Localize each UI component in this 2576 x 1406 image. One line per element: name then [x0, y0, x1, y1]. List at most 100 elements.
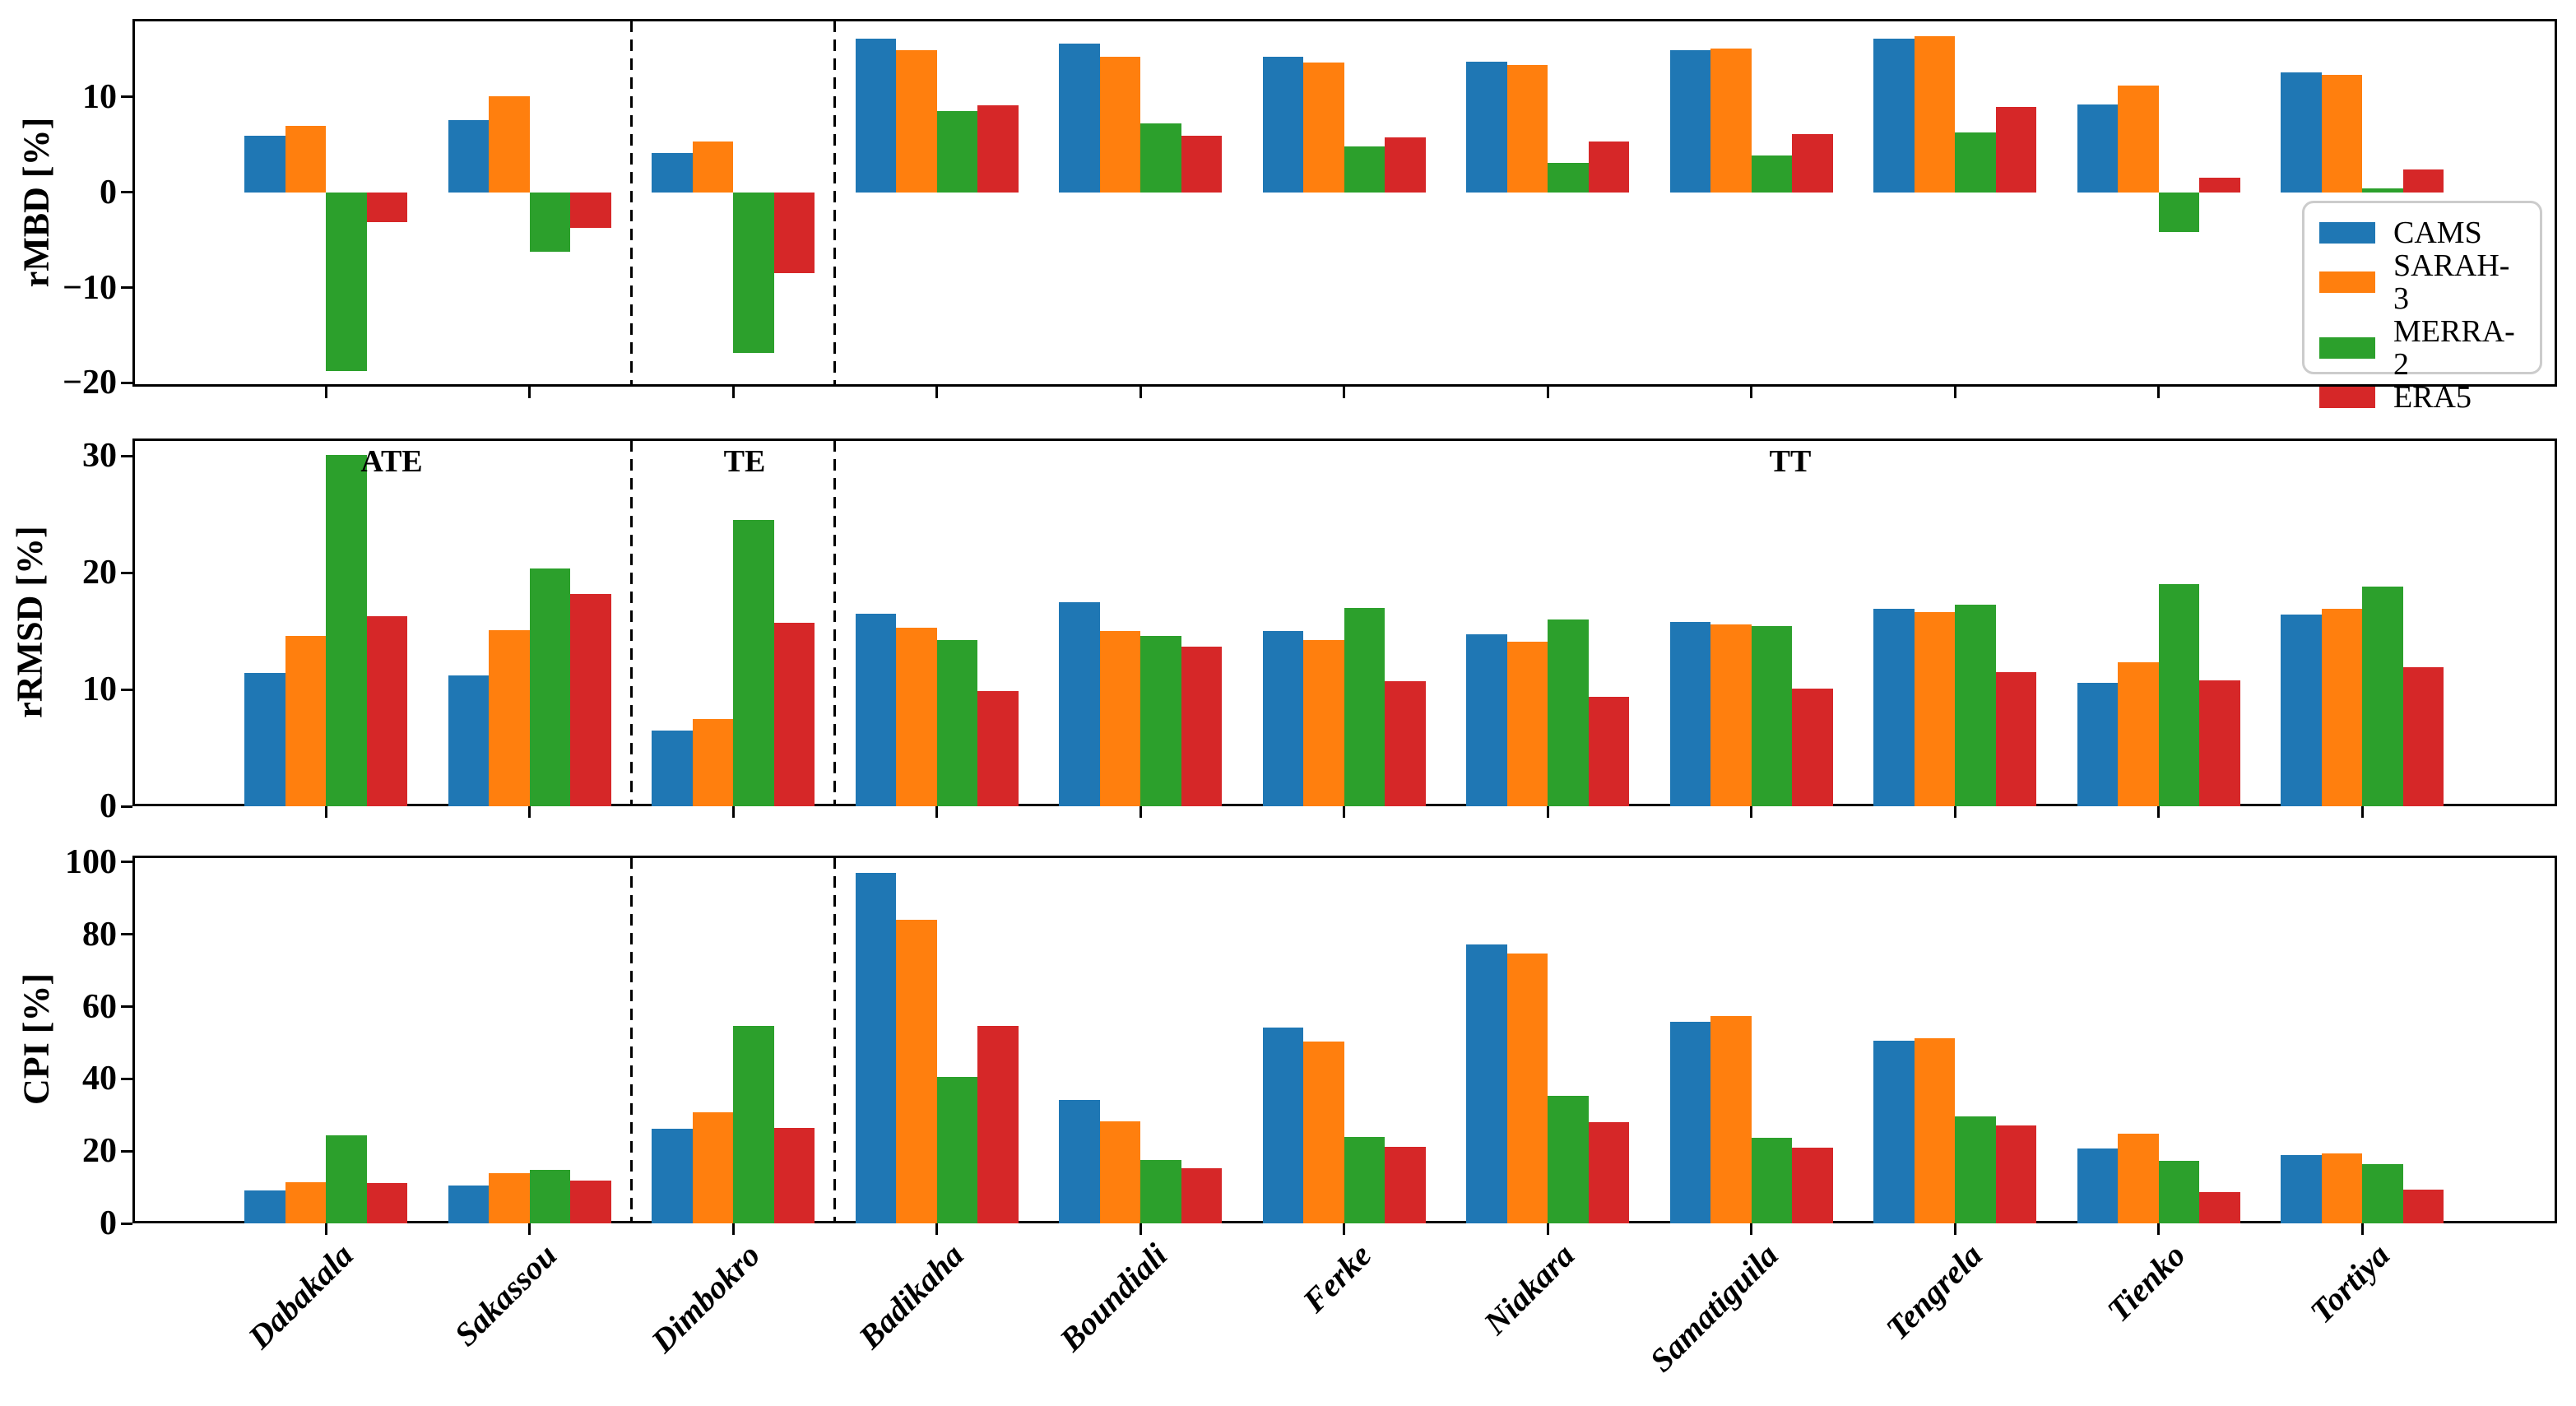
bar-rMBD-ERA5 — [1385, 137, 1426, 193]
x-tick-mark — [935, 806, 938, 818]
legend-swatch-sarah-3 — [2319, 271, 2375, 293]
x-tick-mark — [1953, 387, 1956, 398]
x-tick-mark — [1546, 387, 1549, 398]
bar-CPI-MERRA-2 — [529, 1169, 570, 1223]
bar-rMBD-SARAH-3 — [489, 95, 530, 193]
bar-rRMSD-ERA5 — [366, 615, 407, 806]
region-separator-line — [833, 21, 837, 385]
bar-rRMSD-CAMS — [1669, 621, 1710, 806]
bar-rRMSD-MERRA-2 — [1344, 607, 1385, 806]
bar-rMBD-CAMS — [855, 39, 896, 193]
bar-CPI-SARAH-3 — [1710, 1015, 1752, 1223]
x-tick-mark — [2157, 1223, 2160, 1235]
bar-rRMSD-ERA5 — [2402, 667, 2444, 806]
y-tick-mark — [121, 454, 132, 457]
x-tick-mark — [2360, 1223, 2364, 1235]
legend-label: ERA5 — [2393, 380, 2472, 415]
bar-CPI-MERRA-2 — [1140, 1159, 1181, 1223]
region-label-te: TE — [723, 444, 766, 479]
region-separator-line — [833, 857, 837, 1222]
bar-rMBD-MERRA-2 — [1751, 155, 1792, 193]
bar-rRMSD-ERA5 — [2199, 680, 2240, 806]
bar-rMBD-MERRA-2 — [1140, 123, 1181, 193]
bar-rMBD-CAMS — [2077, 104, 2118, 193]
x-tick-mark — [1750, 1223, 1752, 1235]
legend-swatch-cams — [2319, 222, 2375, 244]
x-tick-mark — [324, 806, 327, 818]
bar-CPI-ERA5 — [1588, 1122, 1629, 1223]
bar-rRMSD-ERA5 — [1385, 681, 1426, 806]
bar-rMBD-ERA5 — [1588, 142, 1629, 193]
y-tick-mark — [121, 933, 132, 936]
bar-CPI-SARAH-3 — [1303, 1042, 1344, 1223]
category-label: Samatiguila — [1642, 1236, 1786, 1380]
bar-rRMSD-CAMS — [2281, 615, 2322, 806]
y-tick-mark — [121, 688, 132, 691]
y-tick-label: 10 — [82, 671, 117, 709]
category-label: Boundiali — [1052, 1236, 1175, 1359]
bar-CPI-MERRA-2 — [326, 1135, 367, 1223]
y-tick-mark — [121, 805, 132, 808]
y-tick-mark — [121, 1077, 132, 1080]
bar-rRMSD-ERA5 — [1588, 696, 1629, 806]
bar-rRMSD-CAMS — [652, 730, 693, 806]
bar-rMBD-CAMS — [448, 119, 489, 193]
region-label-ate: ATE — [360, 444, 423, 479]
bar-rRMSD-SARAH-3 — [692, 718, 733, 806]
bar-rMBD-MERRA-2 — [326, 192, 367, 372]
bar-rRMSD-CAMS — [1059, 601, 1100, 806]
x-tick-mark — [528, 806, 531, 818]
bar-CPI-CAMS — [1466, 944, 1507, 1223]
y-tick-label: 60 — [82, 987, 117, 1026]
x-tick-mark — [935, 387, 938, 398]
category-label: Niakara — [1477, 1236, 1582, 1342]
legend-row: ERA5 — [2319, 381, 2525, 414]
bar-CPI-MERRA-2 — [1955, 1116, 1996, 1223]
y-tick-label: 80 — [82, 915, 117, 954]
y-tick-label: 0 — [100, 173, 117, 211]
bar-rMBD-MERRA-2 — [2158, 192, 2199, 233]
bar-rMBD-SARAH-3 — [1303, 63, 1344, 193]
bar-CPI-SARAH-3 — [1099, 1121, 1140, 1223]
bar-rMBD-CAMS — [652, 153, 693, 193]
bar-CPI-MERRA-2 — [1548, 1095, 1589, 1223]
bar-CPI-ERA5 — [977, 1026, 1019, 1223]
x-tick-mark — [1546, 1223, 1549, 1235]
bar-rRMSD-ERA5 — [570, 593, 611, 806]
x-tick-mark — [1343, 387, 1345, 398]
bar-rMBD-MERRA-2 — [2362, 188, 2403, 193]
panel-cpi — [132, 856, 2557, 1223]
y-tick-label: 10 — [82, 77, 117, 116]
bar-CPI-SARAH-3 — [2321, 1153, 2362, 1223]
bar-rMBD-CAMS — [1059, 44, 1100, 193]
bar-rMBD-MERRA-2 — [1955, 132, 1996, 193]
x-tick-mark — [1953, 806, 1956, 818]
category-label: Badikaha — [852, 1236, 972, 1356]
bar-rRMSD-SARAH-3 — [285, 635, 326, 806]
x-tick-mark — [1343, 1223, 1345, 1235]
bar-CPI-ERA5 — [1181, 1167, 1222, 1223]
legend-swatch-merra-2 — [2319, 337, 2375, 359]
bar-rMBD-SARAH-3 — [896, 50, 937, 193]
bar-CPI-MERRA-2 — [2158, 1161, 2199, 1223]
bar-CPI-MERRA-2 — [1751, 1138, 1792, 1223]
y-tick-mark — [121, 1222, 132, 1225]
bar-CPI-SARAH-3 — [896, 920, 937, 1223]
bar-CPI-CAMS — [855, 873, 896, 1223]
x-tick-mark — [528, 1223, 531, 1235]
bar-CPI-CAMS — [1262, 1028, 1303, 1223]
bar-CPI-MERRA-2 — [1344, 1137, 1385, 1223]
bar-rMBD-MERRA-2 — [529, 192, 570, 252]
bar-CPI-SARAH-3 — [2118, 1134, 2159, 1223]
bar-rRMSD-CAMS — [448, 675, 489, 806]
y-tick-label: 0 — [100, 1204, 117, 1242]
bar-CPI-ERA5 — [2199, 1192, 2240, 1223]
y-tick-label: −10 — [63, 268, 117, 307]
legend-swatch-era5 — [2319, 387, 2375, 408]
bar-rMBD-SARAH-3 — [1710, 48, 1752, 193]
panel-rmbd — [132, 19, 2557, 387]
bar-rRMSD-ERA5 — [1995, 671, 2036, 806]
y-tick-label: 40 — [82, 1060, 117, 1098]
legend-label: MERRA-2 — [2393, 314, 2515, 382]
